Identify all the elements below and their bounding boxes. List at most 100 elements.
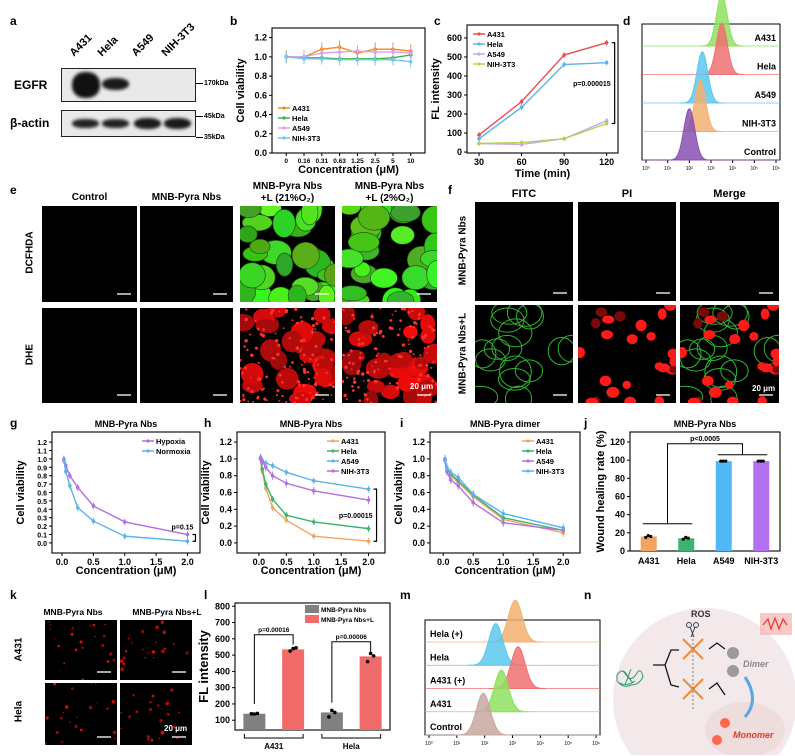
significance-bracket <box>611 42 616 125</box>
chart-title: MNB-Pyra Nbs <box>280 419 343 429</box>
speckle <box>417 312 422 316</box>
legend-label: A549 <box>341 457 359 466</box>
chart-b: 0.0 0.2 0.4 0.6 0.8 1.0 1.2 Cell viability Conce… <box>235 27 426 176</box>
speckle <box>240 400 242 403</box>
red-dot <box>106 659 110 663</box>
x-tick-label: 10³ <box>707 166 715 172</box>
data-point <box>366 539 371 544</box>
speckle <box>342 353 345 357</box>
data-point <box>263 482 268 486</box>
y-tick-label: 200 <box>447 109 462 119</box>
speckle <box>249 333 252 336</box>
cell <box>324 263 335 287</box>
cell <box>348 331 373 348</box>
x-tick-label: 0.0 <box>437 557 450 567</box>
chart-title: MNB-Pyra dimer <box>470 419 541 429</box>
cell <box>358 320 379 335</box>
group-bracket <box>321 734 382 739</box>
speckle <box>303 361 306 364</box>
speckle <box>383 359 387 363</box>
data-point <box>270 463 275 468</box>
red-dot <box>157 704 160 707</box>
track-label: Control <box>744 147 776 157</box>
speckle <box>310 317 315 321</box>
data-point <box>443 457 447 461</box>
speckle <box>278 373 282 377</box>
y-tick-label: 0.2 <box>254 129 267 139</box>
speckle <box>291 361 294 364</box>
nucleus <box>772 356 779 367</box>
y-tick-label: 0.2 <box>37 524 47 531</box>
cell-membrane <box>475 339 497 369</box>
data-point <box>501 520 506 525</box>
nucleus <box>725 380 734 390</box>
data-point <box>562 136 566 141</box>
speckle <box>361 341 365 346</box>
x-tick-label: Hela <box>677 556 697 566</box>
nucleus <box>602 315 615 324</box>
micrograph-dcfhda-green <box>342 206 437 302</box>
speckle <box>275 339 279 343</box>
legend-marker <box>526 449 530 453</box>
x-tick-label: 0.63 <box>333 158 346 165</box>
speckle <box>285 311 287 314</box>
bar <box>715 461 732 551</box>
speckle <box>294 308 298 311</box>
micrograph-dhe-red <box>240 308 335 403</box>
red-dot <box>59 716 63 720</box>
speckle <box>371 313 373 315</box>
speckle <box>244 366 248 370</box>
speckle <box>314 344 318 348</box>
panel-label-b: b <box>230 14 238 28</box>
y-tick-label: 1.2 <box>254 33 267 43</box>
nucleus <box>705 702 785 756</box>
speckle <box>428 325 432 329</box>
micrograph-canvas <box>578 305 676 403</box>
data-point <box>270 473 275 478</box>
speckle <box>285 400 288 403</box>
speckle <box>362 337 365 339</box>
data-point <box>311 478 316 483</box>
legend-swatch <box>305 615 319 623</box>
data-point <box>185 539 190 544</box>
cell-membrane <box>498 318 533 348</box>
red-dot <box>120 727 122 730</box>
track-label: A431 <box>754 33 776 43</box>
legend-marker <box>526 469 530 473</box>
speckle <box>426 351 429 354</box>
y-tick-label: 0.4 <box>412 504 425 514</box>
nucleus <box>646 331 656 341</box>
legend-label: A549 <box>487 50 505 59</box>
speckle <box>419 354 422 357</box>
speckle <box>252 401 254 403</box>
cell-membrane <box>680 339 702 369</box>
replicate-point <box>365 659 370 664</box>
speckle <box>408 349 413 354</box>
nucleus <box>693 318 703 329</box>
speckle <box>397 354 401 358</box>
speckle <box>277 343 281 347</box>
cell <box>390 225 415 245</box>
track-label: Hela (+) <box>430 629 463 639</box>
p-value-label: p=0.000015 <box>573 81 611 88</box>
legend-label: Hypoxia <box>156 437 186 446</box>
micrograph-sparse-red <box>45 620 117 680</box>
speckle <box>295 321 299 325</box>
speckle <box>302 353 306 357</box>
nucleus <box>729 334 741 345</box>
track-label: NIH-3T3 <box>742 119 776 129</box>
speckle <box>426 373 430 378</box>
data-point <box>519 105 524 110</box>
y-axis-label: Cell viability <box>235 58 247 123</box>
panel-label-k: k <box>10 588 17 602</box>
series-line <box>479 120 607 146</box>
column-header: PI <box>621 188 633 200</box>
speckle <box>372 333 377 337</box>
column-header: MNB-Pyra Nbs <box>43 607 103 617</box>
red-dot <box>120 667 124 671</box>
legend-marker <box>477 42 481 46</box>
plot-frame <box>234 602 391 731</box>
speckle <box>434 382 437 386</box>
speckle <box>423 346 426 350</box>
series-line <box>63 460 188 542</box>
